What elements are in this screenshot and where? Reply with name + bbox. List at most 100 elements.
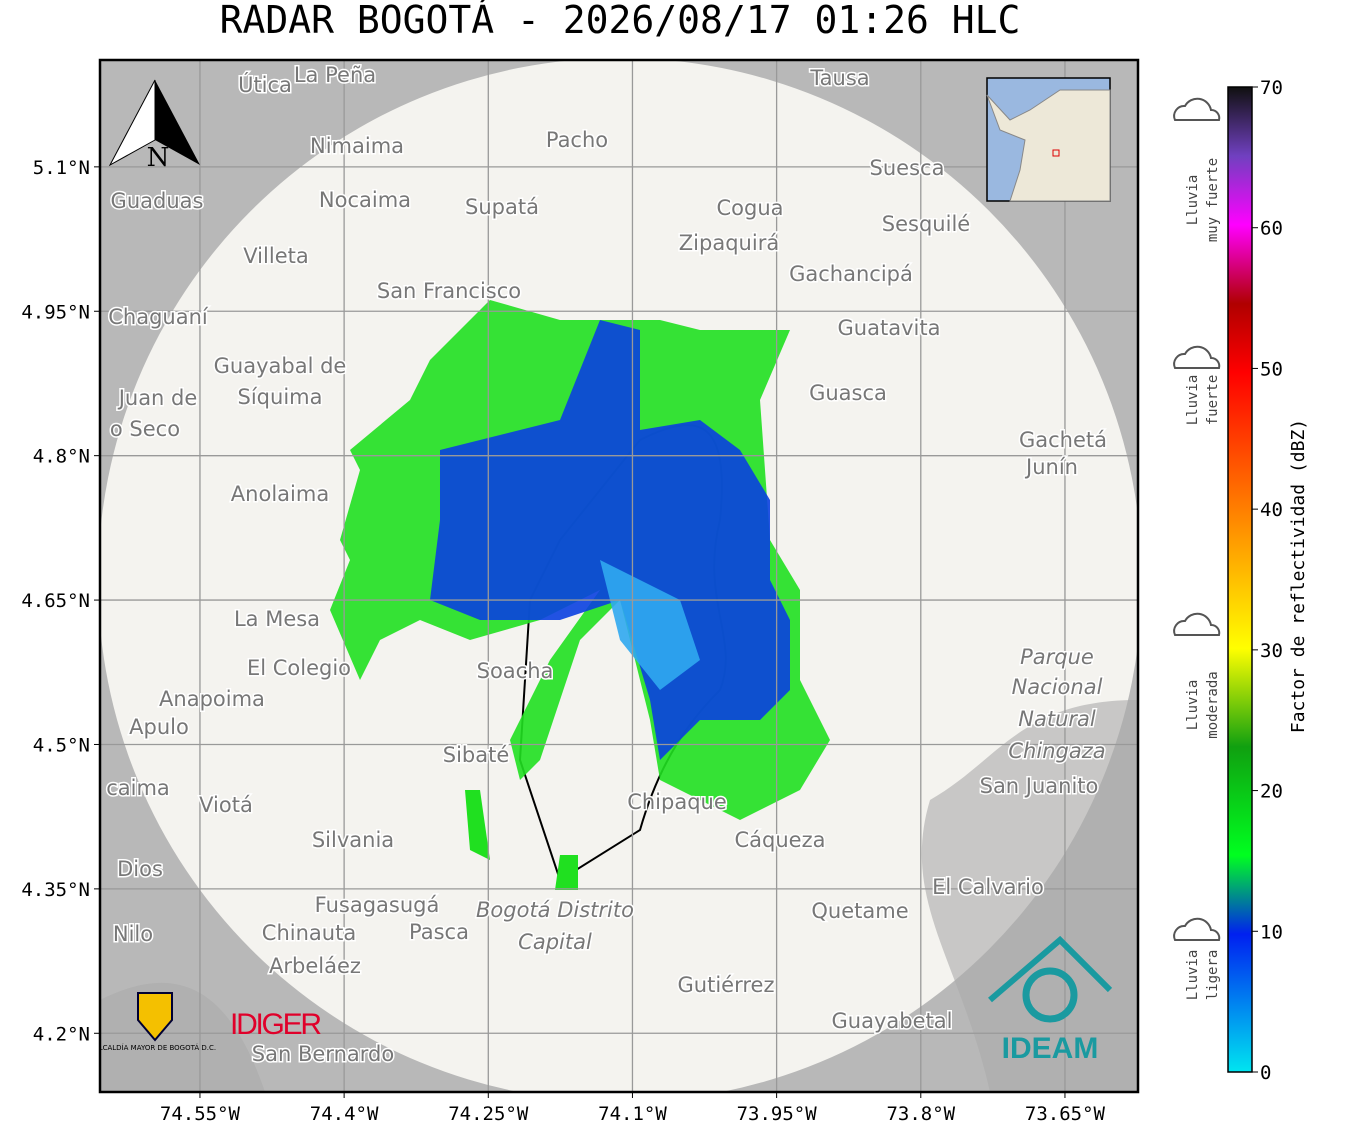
rain-level-label: fuerte xyxy=(1205,375,1221,426)
grid xyxy=(100,60,1138,1092)
place-label: Silvania xyxy=(312,828,394,852)
radar-echoes xyxy=(330,300,830,890)
place-label: Chinauta xyxy=(262,921,356,945)
colorbar-tick-label: 60 xyxy=(1260,218,1283,240)
place-label: Tausa xyxy=(809,66,869,90)
place-label: Nocaima xyxy=(319,188,411,212)
place-label: San Francisco xyxy=(377,279,521,303)
place-label: Útica xyxy=(238,72,292,97)
place-label: Anapoima xyxy=(159,687,265,711)
place-label: Quetame xyxy=(811,899,908,923)
place-label: Anolaima xyxy=(231,482,329,506)
alcaldia-text: ALCALDÍA MAYOR DE BOGOTÁ D.C. xyxy=(94,1043,216,1052)
place-label: Suesca xyxy=(870,156,945,180)
place-label: Sibaté xyxy=(443,743,510,767)
place-label: Juan de xyxy=(117,386,198,410)
y-tick-label: 5.1°N xyxy=(33,157,90,179)
colorbar-tick-label: 20 xyxy=(1260,781,1283,803)
place-label: Síquima xyxy=(238,385,323,409)
place-label: Gutiérrez xyxy=(678,973,775,997)
colorbar-tick-label: 30 xyxy=(1260,640,1283,662)
colorbar-ticks: 0 10 20 30 40 50 60 70 xyxy=(1252,77,1283,1084)
colorbar-tick-label: 50 xyxy=(1260,358,1283,380)
cloud-icon xyxy=(1173,612,1221,636)
place-label: Pacho xyxy=(546,128,608,152)
place-label: Fusagasugá xyxy=(315,893,440,917)
north-arrow: N xyxy=(108,79,200,173)
place-label: La Peña xyxy=(294,63,376,87)
place-label: Junín xyxy=(1024,455,1078,479)
place-label: San Juanito xyxy=(980,774,1099,798)
place-label: Viotá xyxy=(199,793,253,817)
y-axis: 5.1°N 4.95°N 4.8°N 4.65°N 4.5°N 4.35°N 4.2°N xyxy=(21,157,100,1045)
place-label: o Seco xyxy=(110,417,180,441)
cloud-icon xyxy=(1173,917,1221,941)
place-label: La Mesa xyxy=(234,607,320,631)
colorbar-tick-label: 10 xyxy=(1260,921,1283,943)
colorbar-tick-label: 70 xyxy=(1260,77,1283,99)
place-label: Parque xyxy=(1020,645,1094,669)
place-label: Nimaima xyxy=(310,134,404,158)
x-tick-label: 74.1°W xyxy=(598,1103,667,1125)
place-label: San Bernardo xyxy=(252,1042,394,1066)
y-tick-label: 4.35°N xyxy=(21,879,90,901)
places: Útica La Peña Tausa Pacho Nimaima Guaduas Noca… xyxy=(105,62,1109,1068)
place-label: Pasca xyxy=(409,920,469,944)
rain-level-label: moderada xyxy=(1205,671,1221,738)
cloud-icon xyxy=(1173,97,1221,121)
place-label: Nilo xyxy=(113,922,153,946)
ideam-logo: IDEAM xyxy=(988,935,1113,1065)
place-label: Guayabetal xyxy=(832,1009,953,1033)
x-tick-label: 74.55°W xyxy=(160,1103,241,1125)
place-label: Chingaza xyxy=(1008,739,1105,763)
logo-alcaldia: ALCALDÍA MAYOR DE BOGOTÁ D.C. xyxy=(94,992,216,1052)
inset-map xyxy=(986,77,1111,202)
rain-level-label: Lluvia xyxy=(1185,175,1201,226)
place-label: Chaguaní xyxy=(108,305,209,329)
rain-level-label: Lluvia xyxy=(1185,375,1201,426)
x-axis: 74.55°W 74.4°W 74.25°W 74.1°W 73.95°W 73.8°W 7… xyxy=(160,1092,1106,1125)
place-label: Soacha xyxy=(477,659,554,683)
x-tick-label: 73.65°W xyxy=(1025,1103,1106,1125)
x-tick-label: 73.8°W xyxy=(886,1103,955,1125)
place-label: Apulo xyxy=(129,715,189,739)
place-label: Bogotá Distrito xyxy=(476,898,634,922)
place-label: Guatavita xyxy=(838,316,941,340)
place-label: Dios xyxy=(117,857,163,881)
place-label: Chipaque xyxy=(627,790,727,814)
x-tick-label: 74.25°W xyxy=(448,1103,529,1125)
place-label: Nacional xyxy=(1012,675,1103,699)
place-label: Villeta xyxy=(243,244,308,268)
x-tick-label: 74.4°W xyxy=(310,1103,379,1125)
place-label: Cogua xyxy=(716,196,783,220)
place-label: caima xyxy=(106,776,170,800)
rain-level-label: muy fuerte xyxy=(1205,158,1221,242)
place-label: Natural xyxy=(1018,707,1096,731)
x-tick-label: 73.95°W xyxy=(737,1103,818,1125)
colorbar-tick-label: 0 xyxy=(1260,1062,1271,1084)
map-frame xyxy=(98,58,1140,1094)
idiger-logo: IDIGER xyxy=(230,1008,322,1041)
colorbar-tick-label: 40 xyxy=(1260,499,1283,521)
y-tick-label: 4.5°N xyxy=(33,734,90,756)
title: RADAR BOGOTÁ - 2026/08/17 01:26 HLC xyxy=(220,0,1021,42)
place-label: Capital xyxy=(518,930,592,954)
colorbar-label: Factor de reflectividad (dBZ) xyxy=(1288,419,1309,733)
map: Útica La Peña Tausa Pacho Nimaima Guaduas Noca… xyxy=(94,60,1138,1092)
place-label: Sesquilé xyxy=(882,212,970,236)
colorbar xyxy=(1227,86,1253,1073)
place-label: Guasca xyxy=(809,381,887,405)
place-label: El Calvario xyxy=(932,875,1044,899)
place-label: Guayabal de xyxy=(214,354,347,378)
place-label: Gachancipá xyxy=(789,262,913,286)
y-tick-label: 4.65°N xyxy=(21,590,90,612)
place-label: Supatá xyxy=(465,195,539,219)
north-label: N xyxy=(147,143,170,173)
rain-level-label: Lluvia xyxy=(1185,680,1201,731)
place-label: Cáqueza xyxy=(735,828,826,852)
ideam-text: IDEAM xyxy=(1002,1032,1099,1065)
rain-level-label: ligera xyxy=(1205,950,1221,1001)
y-tick-label: 4.2°N xyxy=(33,1023,90,1045)
